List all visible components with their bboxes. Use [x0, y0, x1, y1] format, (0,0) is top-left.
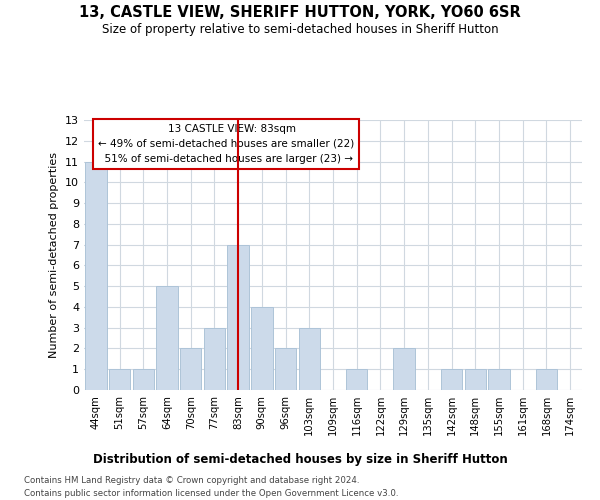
Text: 13 CASTLE VIEW: 83sqm
← 49% of semi-detached houses are smaller (22)
  51% of se: 13 CASTLE VIEW: 83sqm ← 49% of semi-deta…	[98, 124, 354, 164]
Bar	[227, 244, 249, 390]
Bar	[251, 307, 272, 390]
Bar	[157, 286, 178, 390]
Text: Contains public sector information licensed under the Open Government Licence v3: Contains public sector information licen…	[24, 489, 398, 498]
Bar	[180, 348, 202, 390]
Bar	[488, 369, 509, 390]
Bar	[394, 348, 415, 390]
Bar	[109, 369, 130, 390]
Text: 13, CASTLE VIEW, SHERIFF HUTTON, YORK, YO60 6SR: 13, CASTLE VIEW, SHERIFF HUTTON, YORK, Y…	[79, 5, 521, 20]
Bar	[346, 369, 367, 390]
Bar	[536, 369, 557, 390]
Text: Contains HM Land Registry data © Crown copyright and database right 2024.: Contains HM Land Registry data © Crown c…	[24, 476, 359, 485]
Bar	[133, 369, 154, 390]
Bar	[275, 348, 296, 390]
Bar	[464, 369, 486, 390]
Text: Distribution of semi-detached houses by size in Sheriff Hutton: Distribution of semi-detached houses by …	[92, 452, 508, 466]
Y-axis label: Number of semi-detached properties: Number of semi-detached properties	[49, 152, 59, 358]
Bar	[299, 328, 320, 390]
Text: Size of property relative to semi-detached houses in Sheriff Hutton: Size of property relative to semi-detach…	[101, 22, 499, 36]
Bar	[204, 328, 225, 390]
Bar	[85, 162, 107, 390]
Bar	[441, 369, 462, 390]
